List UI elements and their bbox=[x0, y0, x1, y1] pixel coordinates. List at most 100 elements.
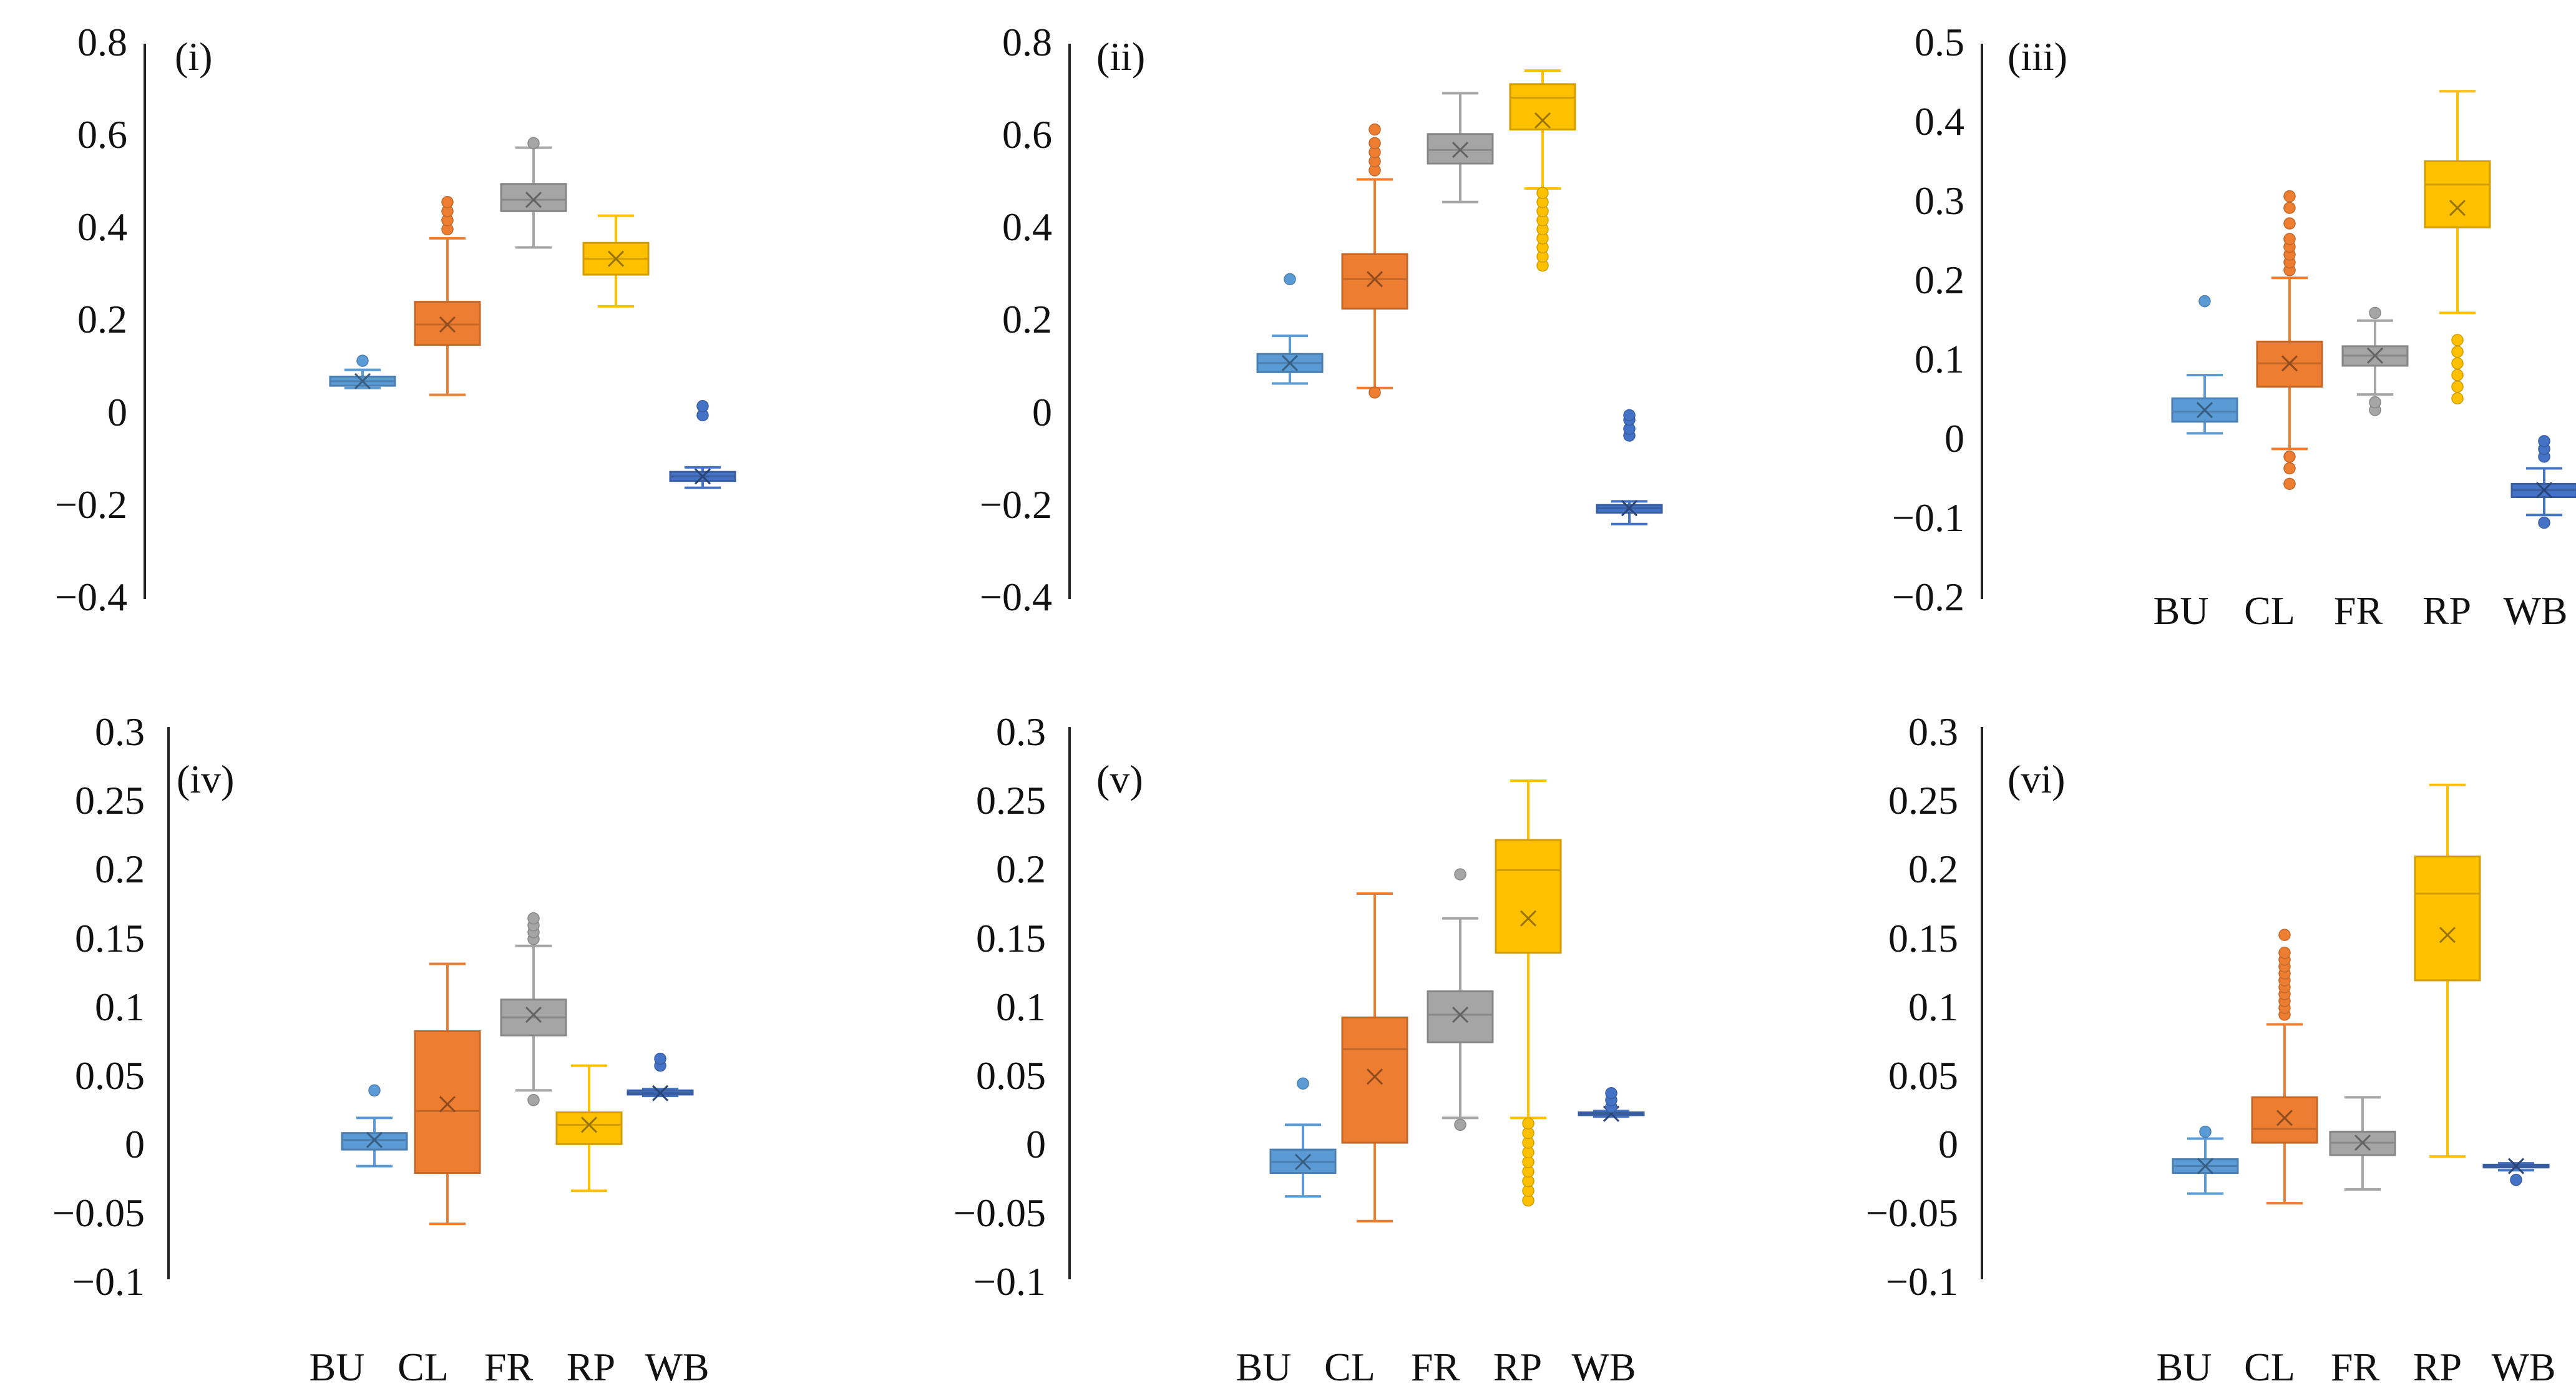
x-tick-label: WB bbox=[2491, 1345, 2555, 1389]
y-tick-label: 0.15 bbox=[976, 916, 1046, 960]
y-tick-label: 0.2 bbox=[77, 297, 127, 341]
iqr-box bbox=[2424, 160, 2491, 228]
y-tick-labels: −0.4 −0.2 0 0.2 0.4 0.6 0.8 bbox=[55, 20, 127, 619]
x-tick-label: RP bbox=[1493, 1345, 1542, 1389]
box-cl bbox=[1341, 892, 1408, 1223]
mean-marker bbox=[2354, 1135, 2371, 1151]
y-tick-label: 0.15 bbox=[75, 916, 145, 960]
y-tick-label: 0.25 bbox=[976, 778, 1046, 822]
mean-marker bbox=[439, 316, 456, 333]
x-tick-label: CL bbox=[1324, 1345, 1375, 1389]
x-tick-label: BU bbox=[2157, 1345, 2212, 1389]
outlier-point bbox=[2278, 947, 2291, 959]
x-tick-label: WB bbox=[645, 1345, 709, 1389]
box-fr bbox=[1427, 92, 1494, 203]
y-tick-label: 0.15 bbox=[1888, 916, 1958, 960]
box-cl bbox=[2256, 190, 2323, 491]
mean-marker bbox=[1294, 1153, 1312, 1171]
y-tick-label: 0.2 bbox=[1002, 297, 1052, 341]
y-tick-label: 0.6 bbox=[1002, 112, 1052, 157]
plot-area bbox=[1269, 779, 1645, 1223]
box-bu bbox=[2171, 295, 2238, 435]
plot-area bbox=[341, 912, 694, 1226]
y-tick-label: 0 bbox=[1032, 390, 1052, 434]
y-tick-label: −0.4 bbox=[55, 575, 127, 619]
y-tick-label: −0.1 bbox=[1886, 1259, 1958, 1304]
iqr-box bbox=[1341, 253, 1408, 310]
y-tick-label: −0.05 bbox=[954, 1191, 1046, 1235]
panel-vi: (vi) −0.1 −0.05 0 0.05 0.1 0.15 0.2 0.25… bbox=[1866, 710, 2556, 1389]
mean-marker bbox=[2366, 347, 2384, 364]
outlier-point bbox=[527, 1093, 540, 1106]
y-tick-label: −0.05 bbox=[52, 1191, 145, 1235]
box-bu bbox=[341, 1084, 408, 1168]
outlier-point bbox=[696, 400, 709, 412]
outlier-point bbox=[2451, 357, 2464, 370]
outlier-point bbox=[356, 354, 369, 367]
y-tick-label: 0.25 bbox=[75, 778, 145, 822]
y-tick-label: 0.8 bbox=[77, 20, 127, 64]
outlier-point bbox=[1454, 1118, 1466, 1131]
box-wb bbox=[2482, 1158, 2550, 1186]
x-tick-label: CL bbox=[2244, 588, 2295, 633]
y-tick-label: 0 bbox=[1026, 1122, 1046, 1166]
panel-label: (ii) bbox=[1096, 34, 1145, 79]
plot-area bbox=[1256, 69, 1663, 525]
outlier-point bbox=[2538, 435, 2550, 447]
y-tick-label: 0.4 bbox=[77, 205, 127, 249]
box-rp bbox=[2424, 90, 2491, 405]
y-tick-label: 0.3 bbox=[996, 710, 1046, 754]
y-tick-label: 0.05 bbox=[1888, 1053, 1958, 1098]
y-tick-label: −0.2 bbox=[980, 482, 1052, 527]
y-tick-label: 0.2 bbox=[95, 847, 145, 891]
y-tick-label: 0.3 bbox=[95, 710, 145, 754]
mean-marker bbox=[1534, 112, 1551, 129]
mean-marker bbox=[2196, 401, 2213, 419]
mean-marker bbox=[1451, 1006, 1469, 1023]
panel-label: (iv) bbox=[177, 757, 234, 801]
y-tick-label: 0.05 bbox=[976, 1053, 1046, 1098]
outlier-point bbox=[2451, 380, 2464, 393]
outlier-point bbox=[2510, 1173, 2522, 1186]
outlier-point bbox=[1536, 187, 1549, 200]
plot-area bbox=[2171, 90, 2576, 529]
outlier-point bbox=[2451, 369, 2464, 381]
y-tick-label: 0 bbox=[125, 1122, 145, 1166]
box-rp bbox=[1495, 779, 1562, 1207]
y-tick-label: 0.5 bbox=[1915, 20, 1964, 64]
x-tick-label: BU bbox=[310, 1345, 365, 1389]
y-tick-label: −0.1 bbox=[1892, 495, 1964, 540]
x-tick-label: RP bbox=[2413, 1345, 2462, 1389]
x-tick-label: RP bbox=[567, 1345, 615, 1389]
mean-marker bbox=[651, 1085, 669, 1101]
y-tick-label: 0.25 bbox=[1888, 778, 1958, 822]
x-tick-label: FR bbox=[1411, 1345, 1460, 1389]
panel-label: (i) bbox=[175, 34, 212, 79]
outlier-point bbox=[1284, 273, 1296, 286]
y-tick-label: 0.1 bbox=[1908, 985, 1958, 1029]
box-fr bbox=[2329, 1096, 2396, 1191]
box-fr bbox=[1427, 868, 1494, 1131]
y-tick-labels: −0.1 −0.05 0 0.05 0.1 0.15 0.2 0.25 0.3 bbox=[52, 710, 145, 1304]
panel-label: (vi) bbox=[2008, 757, 2065, 801]
y-tick-label: −0.2 bbox=[1892, 575, 1964, 619]
panel-iv: (iv) −0.1 −0.05 0 0.05 0.1 0.15 0.2 0.25… bbox=[52, 710, 710, 1389]
mean-marker bbox=[1520, 910, 1537, 927]
box-rp bbox=[1509, 69, 1576, 272]
box-rp bbox=[582, 214, 650, 308]
y-tick-labels: −0.4 −0.2 0 0.2 0.4 0.6 0.8 bbox=[980, 20, 1052, 619]
panel-label: (v) bbox=[1096, 757, 1143, 801]
outlier-point bbox=[368, 1084, 381, 1097]
box-cl bbox=[1341, 123, 1408, 399]
iqr-box bbox=[414, 1030, 481, 1174]
box-rp bbox=[555, 1064, 623, 1193]
mean-marker bbox=[366, 1131, 383, 1148]
outlier-point bbox=[2283, 202, 2296, 214]
panel-ii: (ii) −0.4 −0.2 0 0.2 0.4 0.6 0.8 bbox=[980, 20, 1663, 619]
mean-marker bbox=[2507, 1158, 2525, 1174]
mean-marker bbox=[525, 192, 542, 208]
panel-label: (iii) bbox=[2008, 34, 2067, 79]
box-wb bbox=[1578, 1086, 1645, 1122]
iqr-box bbox=[555, 1111, 623, 1145]
y-tick-labels: −0.1 −0.05 0 0.05 0.1 0.15 0.2 0.25 0.3 bbox=[1866, 710, 1958, 1304]
